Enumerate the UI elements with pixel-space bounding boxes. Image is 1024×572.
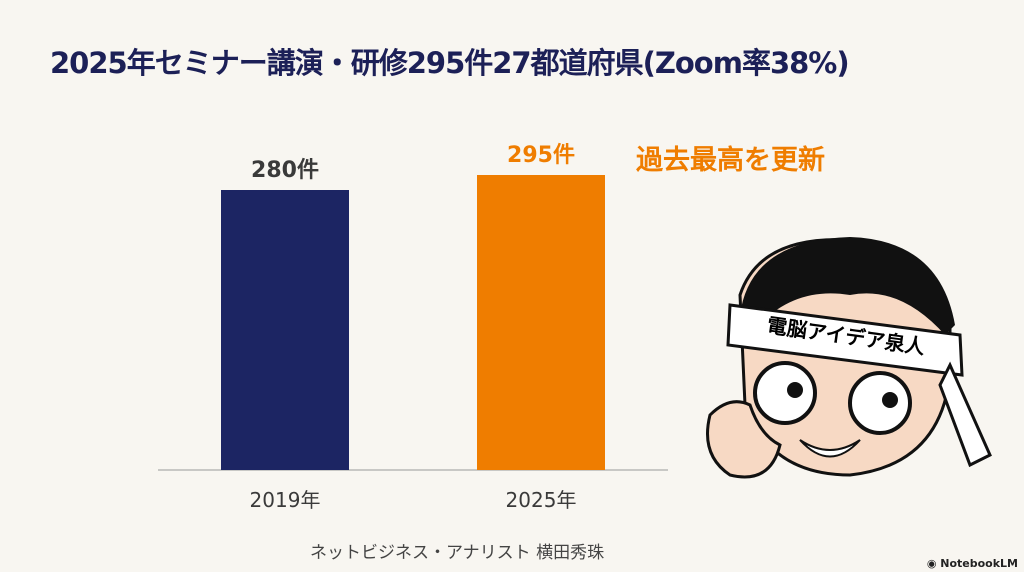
chart-title: 2025年セミナー講演・研修295件27都道府県(Zoom率38%) [50,46,850,80]
character-illustration: 電脳アイデア泉人 [706,237,992,479]
notebooklm-icon: ◉ [926,557,941,570]
x-tick-label: 2019年 [249,488,321,512]
x-tick-label: 2025年 [505,488,577,512]
bar-2025年 [477,175,605,470]
data-label: 280件 [251,158,319,183]
footer-text: ネットビジネス・アナリスト 横田秀珠 [310,543,605,563]
logo-text: NotebookLM [940,557,1018,570]
bar-2019年 [221,190,349,470]
notebooklm-logo: ◉ NotebookLM [927,557,1018,570]
annotation: 過去最高を更新 [636,145,825,176]
data-label: 295件 [507,143,575,168]
